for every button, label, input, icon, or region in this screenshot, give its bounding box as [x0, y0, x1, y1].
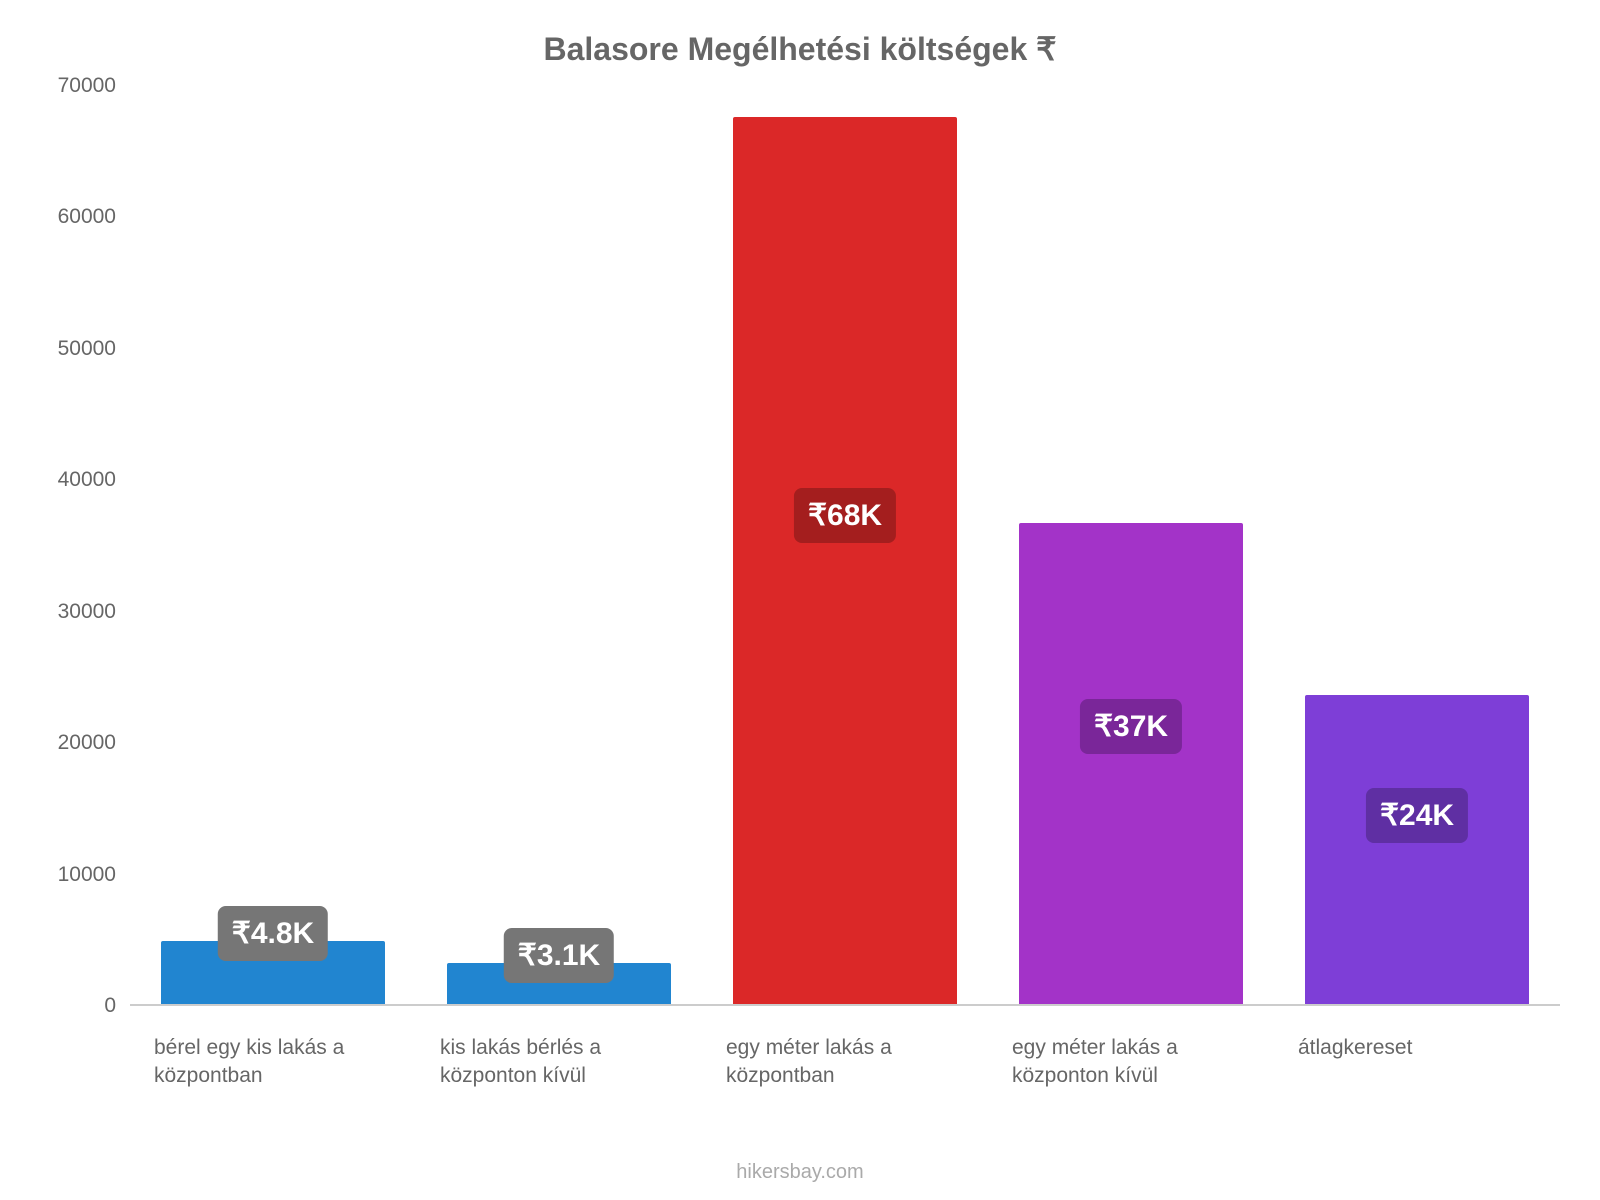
- bar: [1305, 695, 1528, 1004]
- y-tick-label: 10000: [26, 863, 116, 887]
- bars-group: ₹4.8K ₹3.1K ₹68K ₹37K ₹24K: [130, 86, 1560, 1004]
- chart-container: Balasore Megélhetési költségek ₹ 0100002…: [0, 0, 1600, 1200]
- y-tick-label: 50000: [26, 337, 116, 361]
- bar-value-label: ₹24K: [1366, 788, 1468, 843]
- x-axis: bérel egy kis lakás a központbankis laká…: [130, 1006, 1560, 1091]
- bar-slot: ₹4.8K: [130, 86, 416, 1004]
- y-tick-label: 0: [26, 994, 116, 1018]
- bar-slot: ₹37K: [988, 86, 1274, 1004]
- footer-credit: hikersbay.com: [40, 1161, 1560, 1184]
- bar-slot: ₹3.1K: [416, 86, 702, 1004]
- y-axis: 010000200003000040000500006000070000: [40, 86, 130, 1006]
- x-tick-label: egy méter lakás a központon kívül: [988, 1034, 1274, 1091]
- bar-value-label: ₹68K: [794, 488, 896, 543]
- plot-area: 010000200003000040000500006000070000 ₹4.…: [40, 86, 1560, 1006]
- y-tick-label: 40000: [26, 468, 116, 492]
- y-tick-label: 30000: [26, 600, 116, 624]
- y-tick-label: 70000: [26, 74, 116, 98]
- x-tick-label: bérel egy kis lakás a központban: [130, 1034, 416, 1091]
- bar-value-label: ₹3.1K: [504, 928, 614, 983]
- bar: [1019, 523, 1242, 1004]
- x-tick-label: egy méter lakás a központban: [702, 1034, 988, 1091]
- x-tick-label: kis lakás bérlés a központon kívül: [416, 1034, 702, 1091]
- bar-value-label: ₹4.8K: [218, 906, 328, 961]
- y-tick-label: 20000: [26, 731, 116, 755]
- bar-slot: ₹68K: [702, 86, 988, 1004]
- bar: [733, 117, 956, 1004]
- chart-title: Balasore Megélhetési költségek ₹: [40, 30, 1560, 68]
- bar-value-label: ₹37K: [1080, 699, 1182, 754]
- x-tick-label: átlagkereset: [1274, 1034, 1560, 1091]
- plot: ₹4.8K ₹3.1K ₹68K ₹37K ₹24K: [130, 86, 1560, 1006]
- bar-slot: ₹24K: [1274, 86, 1560, 1004]
- y-tick-label: 60000: [26, 205, 116, 229]
